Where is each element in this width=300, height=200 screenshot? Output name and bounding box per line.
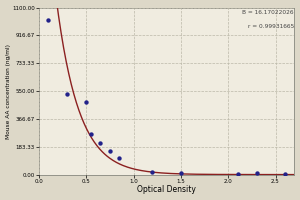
Point — [88, 132, 93, 135]
Point — [178, 171, 183, 175]
Text: B = 16.17022026: B = 16.17022026 — [242, 10, 294, 15]
Text: r = 0.99931665: r = 0.99931665 — [248, 24, 294, 29]
Point — [235, 172, 240, 175]
Point — [98, 141, 103, 145]
Point — [46, 18, 51, 21]
Point — [107, 150, 112, 153]
Point — [84, 100, 88, 103]
Point — [283, 173, 287, 176]
Point — [150, 170, 155, 173]
X-axis label: Optical Density: Optical Density — [137, 185, 196, 194]
Point — [117, 157, 122, 160]
Point — [254, 172, 259, 175]
Point — [65, 93, 70, 96]
Y-axis label: Mouse AA concentration (ng/ml): Mouse AA concentration (ng/ml) — [6, 44, 10, 139]
